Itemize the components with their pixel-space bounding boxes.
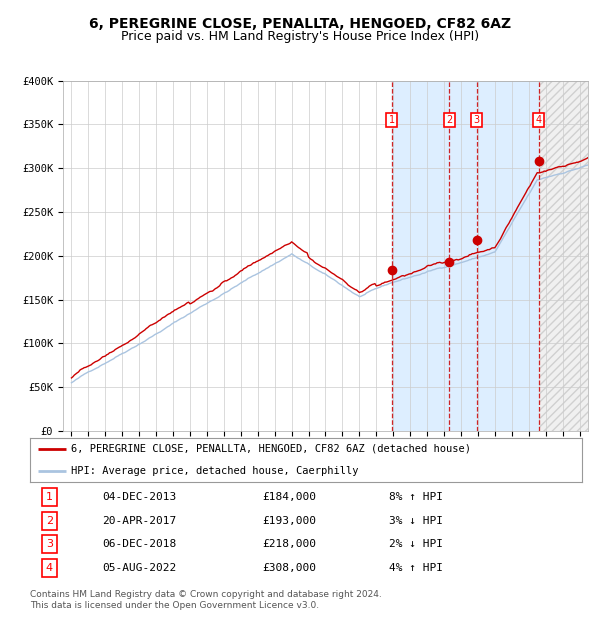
Text: 1: 1 bbox=[46, 492, 53, 502]
Text: Contains HM Land Registry data © Crown copyright and database right 2024.: Contains HM Land Registry data © Crown c… bbox=[30, 590, 382, 600]
Text: 05-AUG-2022: 05-AUG-2022 bbox=[102, 563, 176, 573]
Text: £218,000: £218,000 bbox=[262, 539, 316, 549]
Text: 1: 1 bbox=[389, 115, 395, 125]
Text: 4: 4 bbox=[46, 563, 53, 573]
Text: 06-DEC-2018: 06-DEC-2018 bbox=[102, 539, 176, 549]
Text: 20-APR-2017: 20-APR-2017 bbox=[102, 516, 176, 526]
Text: 4% ↑ HPI: 4% ↑ HPI bbox=[389, 563, 443, 573]
Text: 6, PEREGRINE CLOSE, PENALLTA, HENGOED, CF82 6AZ (detached house): 6, PEREGRINE CLOSE, PENALLTA, HENGOED, C… bbox=[71, 444, 472, 454]
Bar bbox=[392, 81, 539, 431]
Text: £308,000: £308,000 bbox=[262, 563, 316, 573]
Bar bbox=[539, 81, 590, 431]
Text: £193,000: £193,000 bbox=[262, 516, 316, 526]
Bar bbox=[539, 81, 590, 431]
Text: This data is licensed under the Open Government Licence v3.0.: This data is licensed under the Open Gov… bbox=[30, 601, 319, 611]
Text: 04-DEC-2013: 04-DEC-2013 bbox=[102, 492, 176, 502]
Text: 6, PEREGRINE CLOSE, PENALLTA, HENGOED, CF82 6AZ: 6, PEREGRINE CLOSE, PENALLTA, HENGOED, C… bbox=[89, 17, 511, 32]
Text: 2% ↓ HPI: 2% ↓ HPI bbox=[389, 539, 443, 549]
Text: 2: 2 bbox=[46, 516, 53, 526]
Text: 3% ↓ HPI: 3% ↓ HPI bbox=[389, 516, 443, 526]
Text: £184,000: £184,000 bbox=[262, 492, 316, 502]
Text: Price paid vs. HM Land Registry's House Price Index (HPI): Price paid vs. HM Land Registry's House … bbox=[121, 30, 479, 43]
Text: 3: 3 bbox=[46, 539, 53, 549]
Text: 2: 2 bbox=[446, 115, 452, 125]
Text: 4: 4 bbox=[536, 115, 542, 125]
Text: 8% ↑ HPI: 8% ↑ HPI bbox=[389, 492, 443, 502]
Text: HPI: Average price, detached house, Caerphilly: HPI: Average price, detached house, Caer… bbox=[71, 466, 359, 476]
Text: 3: 3 bbox=[473, 115, 479, 125]
